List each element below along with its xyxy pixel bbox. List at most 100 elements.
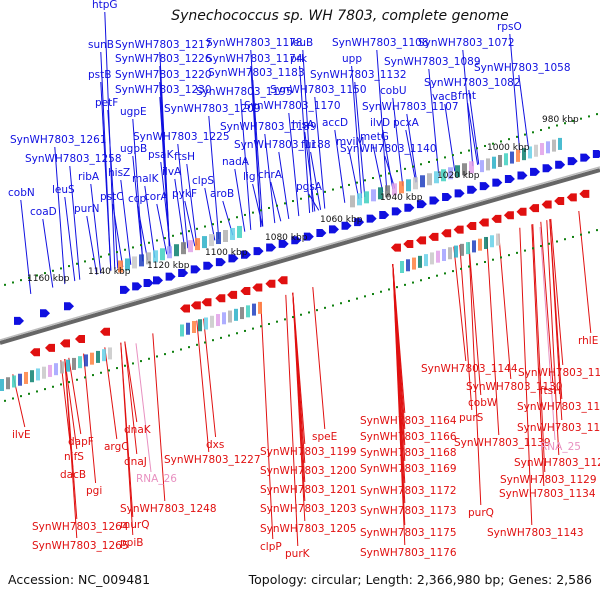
gene-arrow [190, 265, 201, 274]
scale-tick [500, 256, 502, 259]
gene-label-reverse: dnaJ [124, 456, 147, 468]
leader-line [539, 226, 556, 441]
feature-block [84, 354, 88, 367]
scale-tick [268, 206, 270, 209]
gene-label-forward: ccp [128, 193, 147, 205]
feature-block [228, 310, 232, 323]
gene-arrow [567, 157, 578, 166]
scale-tick [60, 383, 62, 386]
gene-label-forward: pgsA [296, 181, 323, 193]
leader-line [348, 148, 360, 199]
gene-label-forward: psaK [148, 149, 175, 161]
scale-tick [68, 265, 70, 268]
feature-block [469, 161, 474, 174]
gene-label-forward: SynWH7803_1183 [208, 67, 305, 79]
feature-block [466, 242, 470, 255]
feature-block [234, 308, 238, 321]
leader-line [54, 146, 66, 285]
rna-label: RNA_26 [136, 473, 177, 485]
scale-tick [252, 211, 254, 214]
gene-arrow [517, 171, 528, 180]
scale-tick [580, 233, 582, 236]
gene-arrow [215, 294, 226, 303]
scale-tick [116, 251, 118, 254]
scale-tick [580, 117, 582, 120]
gene-label-forward: fmt [458, 90, 476, 102]
scale-tick [564, 122, 566, 125]
gene-label-reverse: ftsH [540, 385, 561, 397]
feature-block [167, 246, 172, 259]
gene-arrow [503, 211, 514, 220]
gene-label-reverse: SynWH7803_1129 [500, 474, 597, 486]
gene-arrow [178, 269, 189, 278]
gene-label-reverse: murQ [120, 519, 149, 531]
scale-tick [164, 237, 166, 240]
gene-arrow [404, 203, 415, 212]
gene-arrow [100, 327, 110, 336]
scale-tick [492, 142, 494, 145]
scale-tick [284, 202, 286, 205]
leader-line [112, 203, 124, 268]
leader-line [278, 151, 290, 220]
gene-label-forward: SynWH7803_1195 [196, 86, 293, 98]
gene-label-forward: aroB [210, 188, 234, 200]
scale-tick [572, 235, 574, 238]
scale-tick [260, 325, 262, 328]
leader-line [174, 178, 186, 250]
feature-block [195, 238, 200, 251]
scale-tick [292, 200, 294, 203]
feature-block [66, 359, 70, 372]
leader-line [531, 224, 545, 487]
gene-label-forward: nadA [222, 156, 250, 168]
gene-label-forward: SynWH7803_1140 [340, 143, 437, 155]
scale-tick [228, 334, 230, 337]
leader-line [135, 343, 152, 473]
gene-arrow [554, 197, 565, 206]
feature-block [153, 250, 158, 263]
gene-label-reverse: SynWH7803_1175 [360, 527, 457, 539]
scale-tick [52, 269, 54, 272]
gene-label-forward: vacB [432, 91, 458, 103]
gene-arrow [143, 279, 154, 288]
scale-tick [276, 320, 278, 323]
scale-tick [212, 223, 214, 226]
leader-line [152, 333, 166, 502]
gene-label-forward: petF [95, 97, 118, 109]
gene-arrow [441, 229, 452, 238]
gene-label-reverse: SynWH7803_1139 [454, 437, 551, 449]
leader-line [64, 196, 76, 282]
scale-tick [340, 302, 342, 305]
feature-block [192, 320, 196, 333]
scale-tick [28, 276, 30, 279]
accession-text: Accession: NC_009481 [8, 572, 151, 587]
feature-block [0, 379, 4, 391]
leader-line [285, 294, 299, 547]
leader-line [518, 74, 530, 151]
feature-block [455, 165, 460, 178]
leader-line [550, 218, 564, 366]
feature-block [36, 368, 40, 381]
gene-arrow [391, 207, 402, 216]
scale-label: 1060 kbp [320, 215, 363, 225]
gene-label-reverse: pgi [86, 485, 102, 497]
scale-tick [244, 329, 246, 332]
scale-tick [108, 253, 110, 256]
scale-tick [332, 188, 334, 191]
scale-tick [204, 341, 206, 344]
gene-label-reverse: SynWH7803_1265 [32, 540, 129, 552]
feature-block [478, 238, 482, 251]
gene-label-forward: ugpB [120, 143, 147, 155]
scale-tick [220, 220, 222, 223]
feature-block [399, 181, 404, 194]
scale-tick [4, 283, 6, 286]
leader-line [137, 205, 149, 260]
gene-label-reverse: SynWH7803_1126 [514, 457, 600, 469]
scale-tick [180, 232, 182, 235]
gene-arrow [316, 229, 327, 238]
gene-label-forward: pstC [100, 191, 124, 203]
gene-label-reverse: argC [104, 441, 129, 453]
gene-label-forward: prk [290, 53, 308, 65]
leader-line [546, 220, 560, 456]
leader-line [299, 65, 311, 214]
